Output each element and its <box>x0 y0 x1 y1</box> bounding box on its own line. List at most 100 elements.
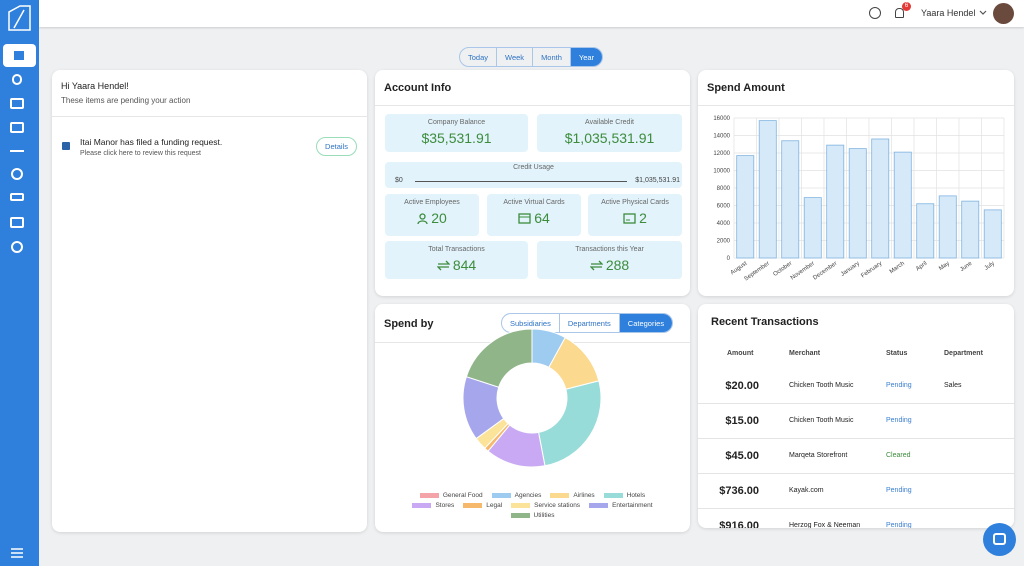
tab[interactable]: Subsidiaries <box>502 314 560 332</box>
tile-label: Transactions this Year <box>575 246 644 253</box>
card-title: Spend Amount <box>707 82 785 94</box>
nav-store[interactable] <box>10 98 24 109</box>
tab[interactable]: Month <box>533 48 571 66</box>
legend-label: General Food <box>442 492 483 499</box>
x-tick-label: March <box>889 261 906 275</box>
account-info-card: Account Info Company Balance $35,531.91 A… <box>375 70 690 296</box>
cell-merchant: Chicken Tooth Music <box>789 382 854 389</box>
column-header: Merchant <box>789 350 821 357</box>
help-icon[interactable] <box>869 7 881 19</box>
menu-toggle[interactable] <box>11 548 23 558</box>
tile-value: 64 <box>534 210 550 226</box>
tab[interactable]: Departments <box>560 314 620 332</box>
bar <box>871 138 890 259</box>
transactions-table: Amount Merchant Status Department $20.00 Chic… <box>698 304 1014 528</box>
total-transactions-tile: Total Transactions 844 <box>385 241 528 279</box>
cell-amount: $20.00 <box>725 380 759 392</box>
nav-dashboard[interactable] <box>3 44 36 67</box>
details-button[interactable]: Details <box>316 137 357 156</box>
cell-amount: $45.00 <box>725 450 759 462</box>
transaction-row[interactable]: $45.00 Marqeta Storefront Cleared <box>698 439 1014 474</box>
nav-cart[interactable] <box>10 193 24 201</box>
bar <box>736 155 755 259</box>
bar <box>803 197 822 259</box>
nav-cards[interactable] <box>10 122 24 133</box>
nav-activity[interactable] <box>10 150 24 152</box>
pending-subtitle: These items are pending your action <box>61 96 191 105</box>
y-tick-label: 8000 <box>717 186 731 192</box>
bar-chart: 0 2000 4000 6000 8000 10000 12000 14000 16000 Aug… <box>713 116 1005 282</box>
period-tabs: Today Week Month Year <box>459 47 604 67</box>
tile-label: Active Employees <box>404 199 460 206</box>
request-subtitle[interactable]: Please click here to review this request <box>80 150 201 157</box>
divider <box>698 105 1014 106</box>
cell-merchant: Chicken Tooth Music <box>789 417 854 424</box>
cell-amount: $916.00 <box>719 520 759 528</box>
legend-item: Airlines <box>550 492 595 499</box>
card-icon <box>518 212 531 224</box>
bar <box>938 195 957 259</box>
tab[interactable]: Week <box>497 48 534 66</box>
dropdown-chevron[interactable] <box>979 10 987 16</box>
user-name[interactable]: Yaara Hendel <box>921 8 976 18</box>
nav-funds[interactable] <box>11 168 23 180</box>
card-icon <box>623 212 636 224</box>
bar <box>916 203 935 259</box>
legend-swatch <box>589 503 609 508</box>
bell-icon[interactable] <box>895 8 904 18</box>
nav-people[interactable] <box>12 74 22 85</box>
x-tick-label: January <box>840 261 861 278</box>
request-icon <box>62 142 70 150</box>
legend-swatch <box>511 503 531 508</box>
legend: General Food Agencies Airlines Hotels Stores… <box>390 492 675 519</box>
tab[interactable]: Today <box>460 48 498 66</box>
cell-status: Pending <box>886 487 912 494</box>
nav-company[interactable] <box>10 217 24 228</box>
column-header: Status <box>886 350 908 357</box>
y-tick-label: 16000 <box>713 116 730 122</box>
y-tick-label: 10000 <box>713 169 730 175</box>
tile-label: Company Balance <box>427 119 486 126</box>
avatar[interactable] <box>993 3 1014 24</box>
donut-slice <box>465 328 533 388</box>
legend-swatch <box>463 503 483 508</box>
tile-label: Total Transactions <box>428 246 485 253</box>
donut-slice <box>537 380 602 467</box>
transaction-row[interactable]: $916.00 Herzog Fox & Neeman Pending <box>698 509 1014 528</box>
transaction-row[interactable]: $15.00 Chicken Tooth Music Pending <box>698 404 1014 439</box>
notification-badge: 6 <box>902 2 911 11</box>
card-title: Recent Transactions <box>711 316 819 328</box>
cell-merchant: Kayak.com <box>789 487 824 494</box>
tab[interactable]: Year <box>570 48 603 66</box>
top-bar: 6 Yaara Hendel <box>39 0 1024 27</box>
nav-settings[interactable] <box>11 241 23 253</box>
y-tick-label: 14000 <box>713 134 730 140</box>
card-title: Spend by <box>384 318 434 330</box>
cell-status: Pending <box>886 382 912 389</box>
spend-by-tabs: Subsidiaries Departments Categories <box>501 313 674 333</box>
tab[interactable]: Categories <box>619 314 673 332</box>
chat-button[interactable] <box>983 523 1016 556</box>
cell-amount: $736.00 <box>719 485 759 497</box>
legend-label: Agencies <box>514 492 542 499</box>
transaction-row[interactable]: $736.00 Kayak.com Pending <box>698 474 1014 509</box>
legend-swatch <box>419 493 439 498</box>
request-title[interactable]: Itai Manor has filed a funding request. <box>80 137 223 147</box>
legend-label: Stores <box>435 502 455 509</box>
legend-swatch <box>603 493 623 498</box>
cell-status: Cleared <box>886 452 911 459</box>
logo <box>8 5 31 31</box>
tile-value: 288 <box>605 257 630 273</box>
legend-item: Agencies <box>491 492 542 499</box>
bar <box>848 148 867 259</box>
legend-swatch <box>412 503 432 508</box>
transaction-row[interactable]: $20.00 Chicken Tooth Music Pending Sales <box>698 369 1014 404</box>
balance-tile: Company Balance $35,531.91 <box>385 114 528 152</box>
bar <box>893 151 912 259</box>
y-tick-label: 0 <box>727 256 731 262</box>
divider <box>375 105 690 106</box>
card-title: Account Info <box>384 82 452 94</box>
legend-label: Entertainment <box>612 502 653 509</box>
tile-label: Available Credit <box>585 119 634 126</box>
x-tick-label: December <box>812 261 838 282</box>
